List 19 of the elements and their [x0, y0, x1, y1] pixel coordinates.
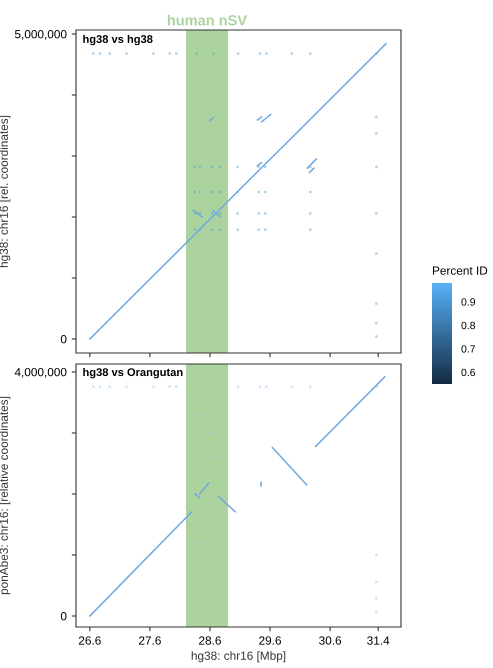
color-bar-label: 0.9: [461, 298, 476, 306]
color-bar-label: 0.8: [461, 322, 476, 330]
chart-title: hg38 vs Orangutan: [83, 368, 182, 378]
chart-title: hg38 vs hg38: [83, 34, 153, 46]
y-tick-label: 0: [60, 612, 67, 620]
x-axis-title: hg38: chr16 [Mbp]: [192, 651, 286, 662]
band-label: human nSV: [168, 14, 247, 26]
x-tick-label: 26.6: [78, 636, 101, 645]
color-bar-label: 0.7: [461, 345, 475, 353]
y-tick-label: 0: [60, 335, 67, 344]
x-tick-label: 28.6: [199, 636, 221, 645]
x-tick-label: 30.6: [319, 636, 342, 645]
color-bar-title: Percent ID: [432, 266, 488, 275]
y-tick-label: 4,000,000: [14, 368, 67, 378]
y-tick-label: 5,000,000: [14, 30, 67, 40]
x-tick-label: 29.6: [259, 636, 282, 645]
x-tick-label: 31.4: [367, 636, 390, 645]
color-bar-label: 0.6: [461, 368, 476, 376]
x-tick-label: 27.6: [139, 636, 161, 645]
